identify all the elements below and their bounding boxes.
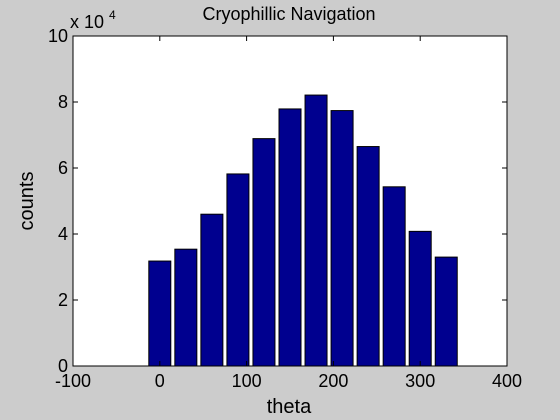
y-tick-label-1: 2 bbox=[58, 290, 68, 310]
x-tick-label-0: -100 bbox=[55, 371, 91, 391]
bar-0 bbox=[148, 260, 172, 367]
x-tick-label-4: 300 bbox=[405, 371, 435, 391]
bar-1 bbox=[174, 248, 198, 367]
x-tick-label-3: 200 bbox=[318, 371, 348, 391]
y-tick-label-2: 4 bbox=[58, 224, 68, 244]
bar-5 bbox=[278, 108, 302, 367]
y-multiplier: x 10 4 bbox=[70, 8, 116, 32]
bar-8 bbox=[356, 146, 380, 367]
y-tick-label-5: 10 bbox=[48, 26, 68, 46]
y-multiplier-base: x 10 bbox=[70, 12, 104, 32]
y-tick-label-4: 8 bbox=[58, 92, 68, 112]
bar-2 bbox=[200, 213, 224, 367]
bar-7 bbox=[330, 110, 354, 367]
x-axis-label: theta bbox=[267, 396, 312, 418]
x-tick-label-5: 400 bbox=[492, 371, 522, 391]
chart-title: Cryophillic Navigation bbox=[202, 4, 375, 24]
bar-9 bbox=[382, 186, 406, 367]
y-axis-label: counts bbox=[16, 172, 38, 231]
bar-10 bbox=[408, 230, 432, 367]
y-multiplier-exponent: 4 bbox=[109, 8, 116, 22]
bars-group bbox=[148, 94, 458, 367]
y-tick-label-3: 6 bbox=[58, 158, 68, 178]
bar-4 bbox=[252, 138, 276, 367]
bar-6 bbox=[304, 94, 328, 367]
bar-3 bbox=[226, 173, 250, 367]
axes-group bbox=[72, 35, 508, 367]
x-tick-label-1: 0 bbox=[155, 371, 165, 391]
x-tick-label-2: 100 bbox=[232, 371, 262, 391]
y-tick-label-0: 0 bbox=[58, 356, 68, 376]
axes-box bbox=[72, 35, 508, 367]
bar-11 bbox=[434, 256, 458, 367]
